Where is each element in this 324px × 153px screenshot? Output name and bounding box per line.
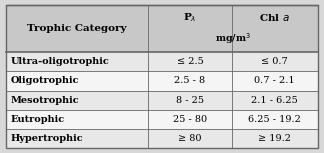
Text: 25 - 80: 25 - 80 — [173, 115, 207, 124]
Text: 2.1 - 6.25: 2.1 - 6.25 — [251, 96, 298, 105]
Text: P$_\lambda$: P$_\lambda$ — [183, 11, 197, 24]
Bar — [6, 129, 318, 148]
Text: ≤ 0.7: ≤ 0.7 — [261, 57, 288, 66]
Bar — [6, 71, 318, 91]
Text: Ultra-oligotrophic: Ultra-oligotrophic — [10, 57, 109, 66]
Text: Mesotrophic: Mesotrophic — [10, 96, 79, 105]
Bar — [6, 52, 318, 71]
Text: Hypertrophic: Hypertrophic — [10, 134, 83, 143]
Text: ≤ 2.5: ≤ 2.5 — [177, 57, 203, 66]
Text: 0.7 - 2.1: 0.7 - 2.1 — [254, 76, 295, 86]
Text: ≥ 19.2: ≥ 19.2 — [258, 134, 291, 143]
Text: 8 - 25: 8 - 25 — [176, 96, 204, 105]
Text: 2.5 - 8: 2.5 - 8 — [174, 76, 205, 86]
Bar — [6, 5, 318, 52]
Text: mg/m$^3$: mg/m$^3$ — [215, 32, 251, 46]
Text: Oligotrophic: Oligotrophic — [10, 76, 79, 86]
Text: Eutrophic: Eutrophic — [10, 115, 64, 124]
Text: ≥ 80: ≥ 80 — [178, 134, 202, 143]
Text: 6.25 - 19.2: 6.25 - 19.2 — [248, 115, 301, 124]
Bar — [6, 110, 318, 129]
Text: Chl $a$: Chl $a$ — [259, 12, 290, 23]
Text: Trophic Category: Trophic Category — [28, 24, 127, 33]
Bar — [6, 91, 318, 110]
